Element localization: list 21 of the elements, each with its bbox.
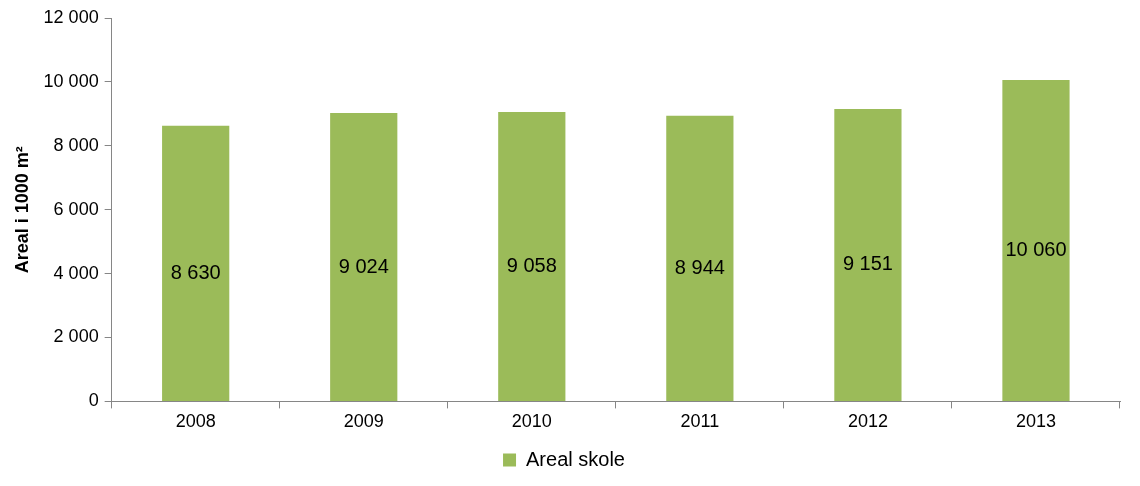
x-tick-label: 2009 <box>343 411 384 432</box>
data-label: 8 630 <box>170 260 221 283</box>
data-label: 10 060 <box>1005 237 1067 260</box>
x-tick-label: 2012 <box>847 411 888 432</box>
y-tick-label: 10 000 <box>43 70 99 91</box>
y-tick-label: 8 000 <box>53 134 99 155</box>
y-tick-label: 6 000 <box>53 198 99 219</box>
y-tick-label: 4 000 <box>53 262 99 283</box>
data-label: 9 058 <box>506 253 557 276</box>
legend-label: Areal skole <box>526 447 625 470</box>
y-tick-label: 2 000 <box>53 326 99 347</box>
y-axis-title: Areal i 1000 m² <box>11 146 32 274</box>
data-label: 8 944 <box>674 255 725 278</box>
x-tick-label: 2013 <box>1015 411 1056 432</box>
y-tick-label: 0 <box>88 390 99 411</box>
x-tick-label: 2011 <box>680 411 720 432</box>
data-label: 9 151 <box>842 252 893 275</box>
x-tick-label: 2008 <box>175 411 216 432</box>
y-tick-label: 12 000 <box>43 6 99 27</box>
x-tick-label: 2010 <box>511 411 552 432</box>
data-label: 9 024 <box>338 254 389 277</box>
